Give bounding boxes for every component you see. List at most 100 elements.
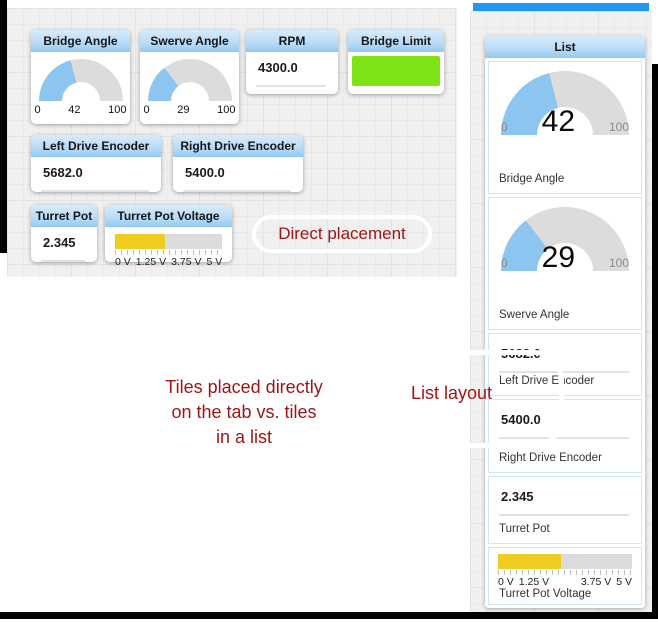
list-item-left-drive-encoder[interactable]: 5682.0 Left Drive Encoder xyxy=(488,333,642,396)
voltage-bar xyxy=(115,234,222,249)
list-body: 0 42 100 Bridge Angle 0 29 100 xyxy=(485,58,645,608)
tile-title: Bridge Angle xyxy=(31,30,130,52)
tile-title: Right Drive Encoder xyxy=(173,135,303,157)
number-value[interactable]: 2.345 xyxy=(43,235,76,250)
tile-title: Bridge Limit xyxy=(348,30,444,52)
number-field[interactable]: 2.345 xyxy=(489,477,641,516)
tile-title: Swerve Angle xyxy=(140,30,239,52)
tile-title: RPM xyxy=(246,30,338,52)
boolean-true-box xyxy=(352,56,440,86)
number-value[interactable]: 5682.0 xyxy=(43,165,83,180)
tick-marks xyxy=(498,570,632,575)
gauge-value: 42 xyxy=(541,105,576,138)
tile-left-drive-encoder[interactable]: Left Drive Encoder 5682.0 xyxy=(31,135,161,192)
tile-swerve-angle[interactable]: Swerve Angle 0 29 100 xyxy=(140,30,239,124)
number-field[interactable]: 4300.0 xyxy=(246,52,338,87)
text-field-underline xyxy=(499,514,629,516)
gauge-max: 100 xyxy=(608,120,629,134)
text-field-underline xyxy=(41,260,85,262)
voltage-scale: 0 V 1.25 V 3.75 V 5 V xyxy=(115,256,222,268)
gauge-max: 100 xyxy=(108,104,127,116)
text-field-underline xyxy=(499,437,629,439)
number-value[interactable]: 5400.0 xyxy=(185,165,225,180)
voltage-scale: 0 V 1.25 V 3.75 V 5 V xyxy=(498,576,632,588)
list-item-bridge-angle[interactable]: 0 42 100 Bridge Angle xyxy=(488,61,642,194)
tick-label: 3.75 V xyxy=(580,576,612,588)
number-field[interactable]: 5400.0 xyxy=(489,400,641,439)
text-field-underline xyxy=(499,371,629,373)
tab-indicator-bar xyxy=(473,3,649,11)
list-layout-panel: List 0 42 100 Bridge Angle xyxy=(470,0,652,612)
number-field[interactable]: 2.345 xyxy=(31,227,97,262)
number-value[interactable]: 2.345 xyxy=(501,489,534,504)
tile-turret-pot[interactable]: Turret Pot 2.345 xyxy=(31,205,97,262)
item-label: Swerve Angle xyxy=(499,309,570,321)
gauge xyxy=(147,59,232,101)
comparison-note-line: in a list xyxy=(215,427,273,447)
list-item-turret-pot-voltage[interactable]: 0 V 1.25 V 3.75 V 5 V Turret Pot Voltage xyxy=(488,547,642,605)
window-edge-right xyxy=(652,64,658,612)
item-label: Turret Pot Voltage xyxy=(499,588,592,600)
tile-title: Left Drive Encoder xyxy=(31,135,161,157)
list-title: List xyxy=(485,36,645,58)
list-item-right-drive-encoder[interactable]: 5400.0 Right Drive Encoder xyxy=(488,399,642,473)
text-field-underline xyxy=(256,85,326,87)
list-widget[interactable]: List 0 42 100 Bridge Angle xyxy=(485,36,645,608)
tick-label: 1.25 V xyxy=(135,256,167,268)
item-label: Right Drive Encoder xyxy=(499,452,602,464)
gauge xyxy=(38,59,123,101)
number-value[interactable]: 5400.0 xyxy=(501,412,541,427)
number-value[interactable]: 4300.0 xyxy=(258,60,298,75)
list-item-turret-pot[interactable]: 2.345 Turret Pot xyxy=(488,476,642,544)
tick-label: 5 V xyxy=(206,256,223,268)
gauge-scale: 0 29 100 xyxy=(489,241,641,275)
gauge-value: 42 xyxy=(68,104,81,116)
gauge xyxy=(501,71,629,135)
tick-marks xyxy=(115,250,222,255)
tick-label: 0 V xyxy=(115,256,131,268)
gauge-max: 100 xyxy=(217,104,236,116)
direct-placement-label: Direct placement xyxy=(278,224,406,243)
item-label: Bridge Angle xyxy=(499,173,565,185)
tick-label: 1.25 V xyxy=(518,576,550,588)
number-field[interactable]: 5682.0 xyxy=(31,157,161,192)
text-field-underline xyxy=(183,190,291,192)
list-layout-label: List layout xyxy=(411,383,493,403)
comparison-note-line: Tiles placed directly xyxy=(165,377,323,397)
window-edge-left xyxy=(0,0,7,253)
gauge xyxy=(501,207,629,271)
window-edge-bottom xyxy=(0,612,658,619)
list-item-swerve-angle[interactable]: 0 29 100 Swerve Angle xyxy=(488,197,642,330)
tile-bridge-limit[interactable]: Bridge Limit xyxy=(348,30,444,94)
direct-placement-grid: Bridge Angle 0 42 100 Swerve Angle 0 29 … xyxy=(7,8,457,277)
comparison-note-line: on the tab vs. tiles xyxy=(171,402,317,422)
tick-label: 3.75 V xyxy=(171,256,202,268)
item-label: Turret Pot xyxy=(499,523,550,535)
gauge-value: 29 xyxy=(541,241,576,274)
number-value[interactable]: 5682.0 xyxy=(501,346,541,361)
item-label: Left Drive Encoder xyxy=(499,375,595,387)
tile-rpm[interactable]: RPM 4300.0 xyxy=(246,30,338,94)
text-field-underline xyxy=(41,190,149,192)
voltage-bar-fill xyxy=(115,234,166,249)
tile-title: Turret Pot Voltage xyxy=(105,205,232,227)
gauge-scale: 0 29 100 xyxy=(144,104,236,116)
voltage-bar-fill xyxy=(498,554,561,569)
tick-label: 0 V xyxy=(498,576,514,588)
tile-title: Turret Pot xyxy=(31,205,97,227)
tile-bridge-angle[interactable]: Bridge Angle 0 42 100 xyxy=(31,30,130,124)
tick-label: 5 V xyxy=(616,576,632,588)
gauge-min: 0 xyxy=(143,104,150,116)
number-field[interactable]: 5682.0 xyxy=(489,334,641,373)
tile-right-drive-encoder[interactable]: Right Drive Encoder 5400.0 xyxy=(173,135,303,192)
gauge-value: 29 xyxy=(177,104,190,116)
gauge-scale: 0 42 100 xyxy=(489,105,641,139)
gauge-scale: 0 42 100 xyxy=(35,104,127,116)
number-field[interactable]: 5400.0 xyxy=(173,157,303,192)
tile-turret-pot-voltage[interactable]: Turret Pot Voltage 0 V 1.25 V 3.75 V 5 V xyxy=(105,205,232,268)
direct-placement-callout: Direct placement xyxy=(252,215,432,253)
gauge-min: 0 xyxy=(501,120,508,134)
gauge-max: 100 xyxy=(608,256,629,270)
comparison-note: Tiles placed directly on the tab vs. til… xyxy=(118,375,370,450)
